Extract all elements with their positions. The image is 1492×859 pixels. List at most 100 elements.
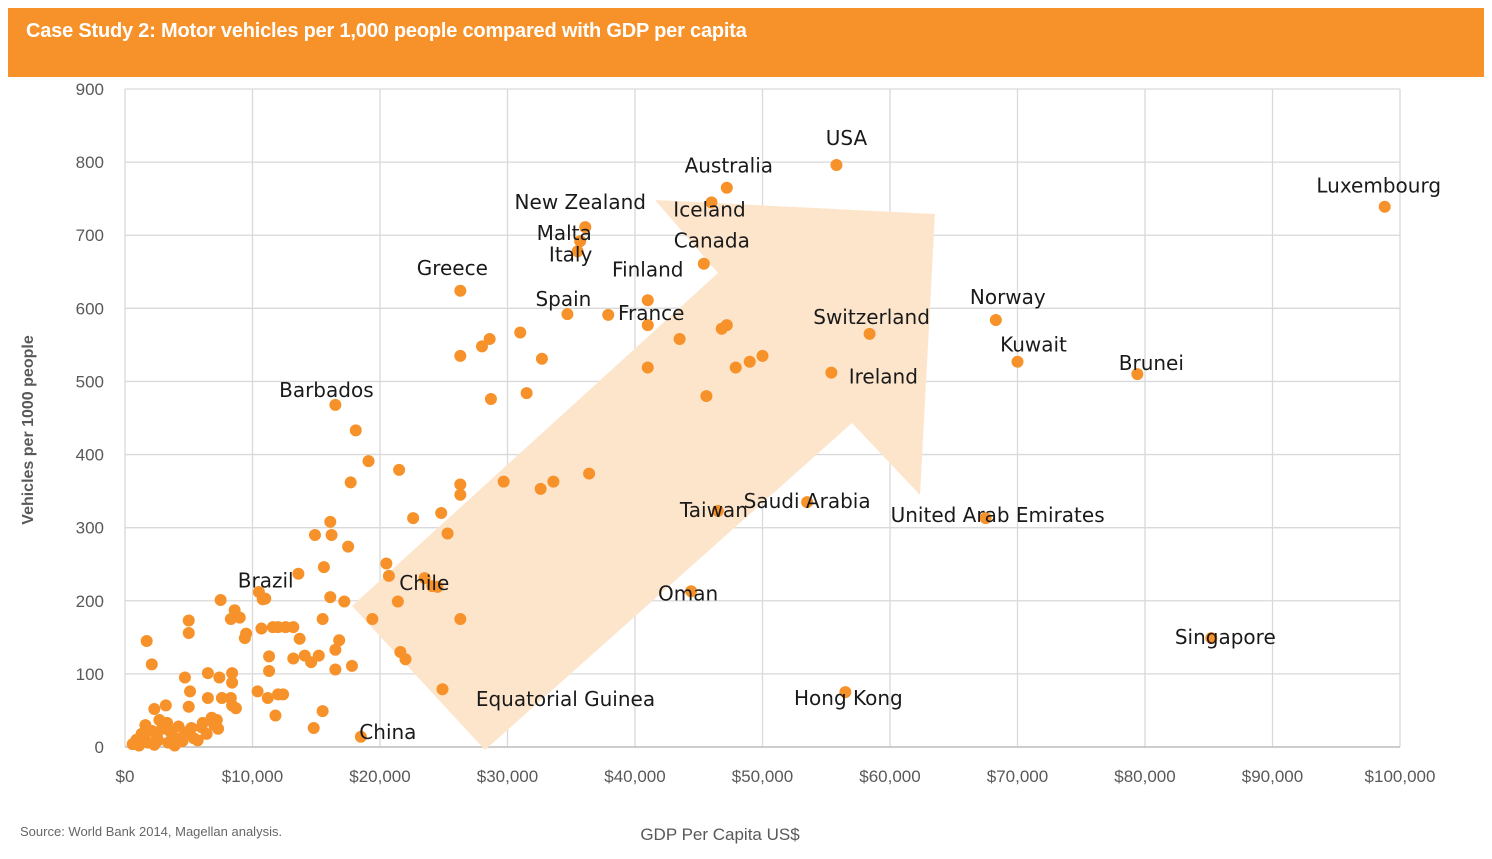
data-point	[547, 475, 560, 488]
point-label-finland: Finland	[612, 257, 683, 281]
x-tick-label: $70,000	[987, 767, 1048, 786]
data-point	[476, 340, 488, 353]
data-point	[338, 595, 351, 608]
data-point-saudi-arabia	[801, 496, 814, 509]
data-point	[641, 319, 654, 332]
y-tick-label: 100	[76, 665, 104, 684]
point-label-saudi-arabia: Saudi Arabia	[744, 489, 871, 513]
data-point	[700, 390, 713, 403]
data-point-ireland	[825, 366, 838, 379]
data-point	[583, 467, 596, 480]
data-point	[261, 692, 274, 705]
y-tick-label: 300	[76, 519, 104, 538]
y-axis-label: Vehicles per 1000 people	[20, 335, 37, 525]
data-point	[316, 613, 329, 626]
data-point	[362, 455, 375, 468]
data-point	[329, 663, 342, 676]
data-point	[205, 711, 218, 724]
data-point-singapore	[1205, 632, 1218, 645]
data-point	[182, 626, 195, 639]
data-point-kuwait	[1011, 355, 1024, 368]
data-point	[293, 632, 306, 645]
data-point	[454, 613, 467, 626]
x-tick-label: $90,000	[1242, 767, 1303, 786]
data-point	[292, 567, 305, 580]
data-point	[269, 709, 282, 722]
data-point	[191, 734, 204, 747]
data-point-barbados	[329, 398, 342, 411]
data-points	[126, 159, 1391, 752]
data-point	[184, 685, 197, 698]
data-point	[224, 613, 237, 626]
data-point	[641, 361, 654, 374]
x-tick-label: $40,000	[604, 767, 665, 786]
point-label-brazil: Brazil	[238, 568, 294, 592]
data-point-brunei	[1131, 368, 1144, 381]
data-point-hong-kong	[839, 686, 852, 699]
y-tick-label: 600	[76, 299, 104, 318]
point-label-australia: Australia	[685, 154, 773, 178]
data-point	[263, 650, 276, 663]
x-tick-label: $20,000	[349, 767, 410, 786]
data-point	[393, 463, 406, 476]
y-tick-label: 200	[76, 592, 104, 611]
data-point	[514, 326, 527, 339]
x-tick-label: $10,000	[222, 767, 283, 786]
x-tick-label: $30,000	[477, 767, 538, 786]
axis-ticks: $0 $10,000 $20,000 $30,000 $40,000 $50,000 $60…	[76, 80, 1436, 786]
data-point	[333, 634, 346, 647]
x-tick-label: $80,000	[1114, 767, 1175, 786]
point-label-luxembourg: Luxembourg	[1316, 174, 1441, 198]
data-point	[399, 653, 412, 666]
data-point	[534, 482, 547, 495]
data-point	[324, 591, 337, 604]
data-point	[497, 475, 510, 488]
point-label-ireland: Ireland	[849, 365, 918, 389]
source-note: Source: World Bank 2014, Magellan analys…	[20, 824, 283, 839]
point-label-hong-kong: Hong Kong	[794, 686, 903, 710]
data-point	[148, 702, 161, 715]
point-label-usa: USA	[826, 126, 868, 150]
data-point	[195, 721, 208, 734]
data-point	[349, 424, 362, 437]
data-point-norway	[989, 314, 1002, 327]
point-label-barbados: Barbados	[279, 378, 374, 402]
data-point	[316, 705, 329, 718]
data-point-switzerland	[863, 327, 876, 340]
y-tick-label: 800	[76, 153, 104, 172]
data-point	[483, 333, 496, 346]
data-point	[380, 557, 393, 570]
data-point-luxembourg	[1378, 200, 1391, 213]
point-label-iceland: Iceland	[673, 197, 745, 221]
data-point-iceland	[705, 196, 718, 209]
point-label-chile: Chile	[399, 571, 449, 595]
data-point	[391, 595, 404, 608]
point-label-greece: Greece	[417, 256, 488, 280]
point-labels: USA Australia Iceland New Zealand MaltaItaly…	[238, 126, 1441, 744]
data-point-brazil	[256, 593, 269, 606]
data-point	[307, 721, 320, 734]
point-label-brunei: Brunei	[1119, 351, 1184, 375]
data-point-france	[602, 308, 615, 321]
data-point	[178, 671, 191, 684]
data-point	[756, 349, 769, 362]
x-tick-label: $0	[116, 767, 135, 786]
point-label-switzerland: Switzerland	[813, 305, 930, 329]
data-point	[175, 732, 188, 745]
data-point	[238, 632, 251, 645]
x-axis-label: GDP Per Capita US$	[640, 825, 800, 844]
x-tick-label: $100,000	[1365, 767, 1436, 786]
data-point	[366, 613, 379, 626]
data-point	[342, 540, 355, 553]
point-label-spain: Spain	[535, 287, 591, 311]
point-label-norway: Norway	[970, 285, 1046, 309]
point-label-malta: Malta	[537, 221, 592, 245]
data-point-australia	[720, 181, 733, 194]
data-point	[182, 700, 195, 713]
data-point-equatorial-guinea	[436, 683, 449, 696]
data-point	[520, 387, 533, 400]
data-point	[226, 676, 239, 689]
data-point-finland	[641, 294, 654, 307]
data-point	[214, 594, 227, 607]
